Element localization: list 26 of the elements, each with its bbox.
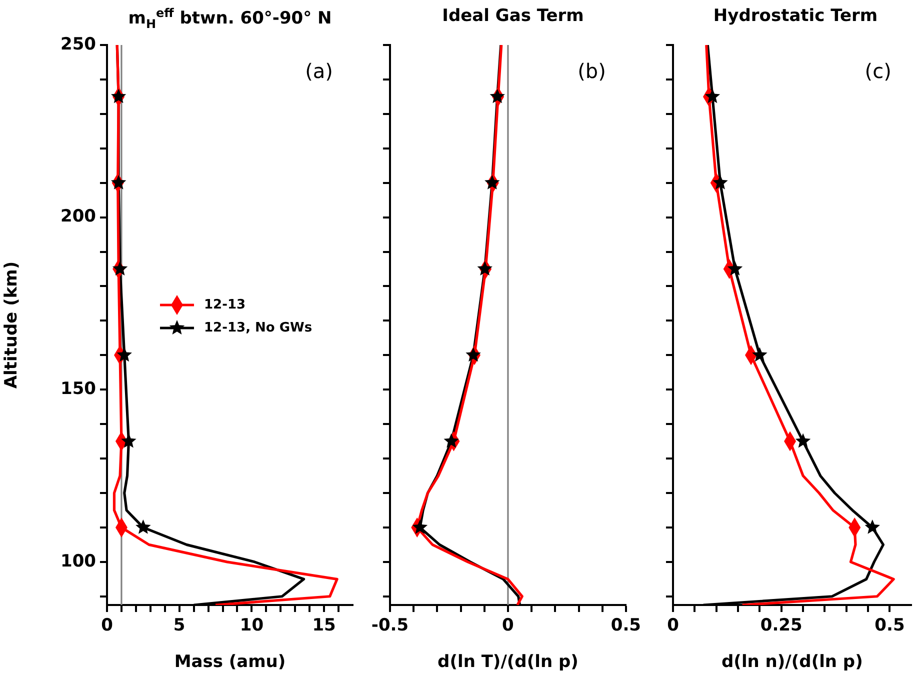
y-tick-label: 250 <box>60 34 96 54</box>
annotation: (b) <box>578 59 606 84</box>
chart-title: Hydrostatic Term <box>712 6 879 26</box>
y-tick-label: 100 <box>60 551 96 572</box>
x-tick-label: 15 <box>312 616 336 636</box>
annotation: (c) <box>864 59 892 84</box>
legend-label: 12-13, No GWs <box>204 320 312 336</box>
x-axis-title: Mass (amu) <box>174 652 286 672</box>
x-tick-label: 5 <box>173 616 186 636</box>
x-tick-label: 0 <box>502 616 514 636</box>
legend-label: 12-13 <box>204 297 246 312</box>
chart-title: m$_{H}$$^{eff}$ btwn. 60°-90° N <box>127 6 333 32</box>
y-axis-title: Altitude (km) <box>2 261 22 389</box>
annotation: (a) <box>305 59 333 84</box>
x-axis-title: d(ln T)/(d(ln p) <box>438 652 578 672</box>
y-tick-label: 150 <box>60 379 96 400</box>
x-tick-label: 0.5 <box>610 616 642 636</box>
x-axis-title: d(ln n)/(d(ln p) <box>722 652 863 672</box>
chart-title: Ideal Gas Term <box>441 6 585 26</box>
y-tick-label: 200 <box>60 206 96 227</box>
x-tick-label: 0 <box>101 616 114 636</box>
x-tick-label: -0.5 <box>371 616 409 636</box>
x-tick-label: 0.25 <box>760 616 802 636</box>
x-tick-label: 0 <box>667 616 680 636</box>
x-tick-label: 0.5 <box>874 616 905 636</box>
x-tick-label: 10 <box>240 616 264 636</box>
